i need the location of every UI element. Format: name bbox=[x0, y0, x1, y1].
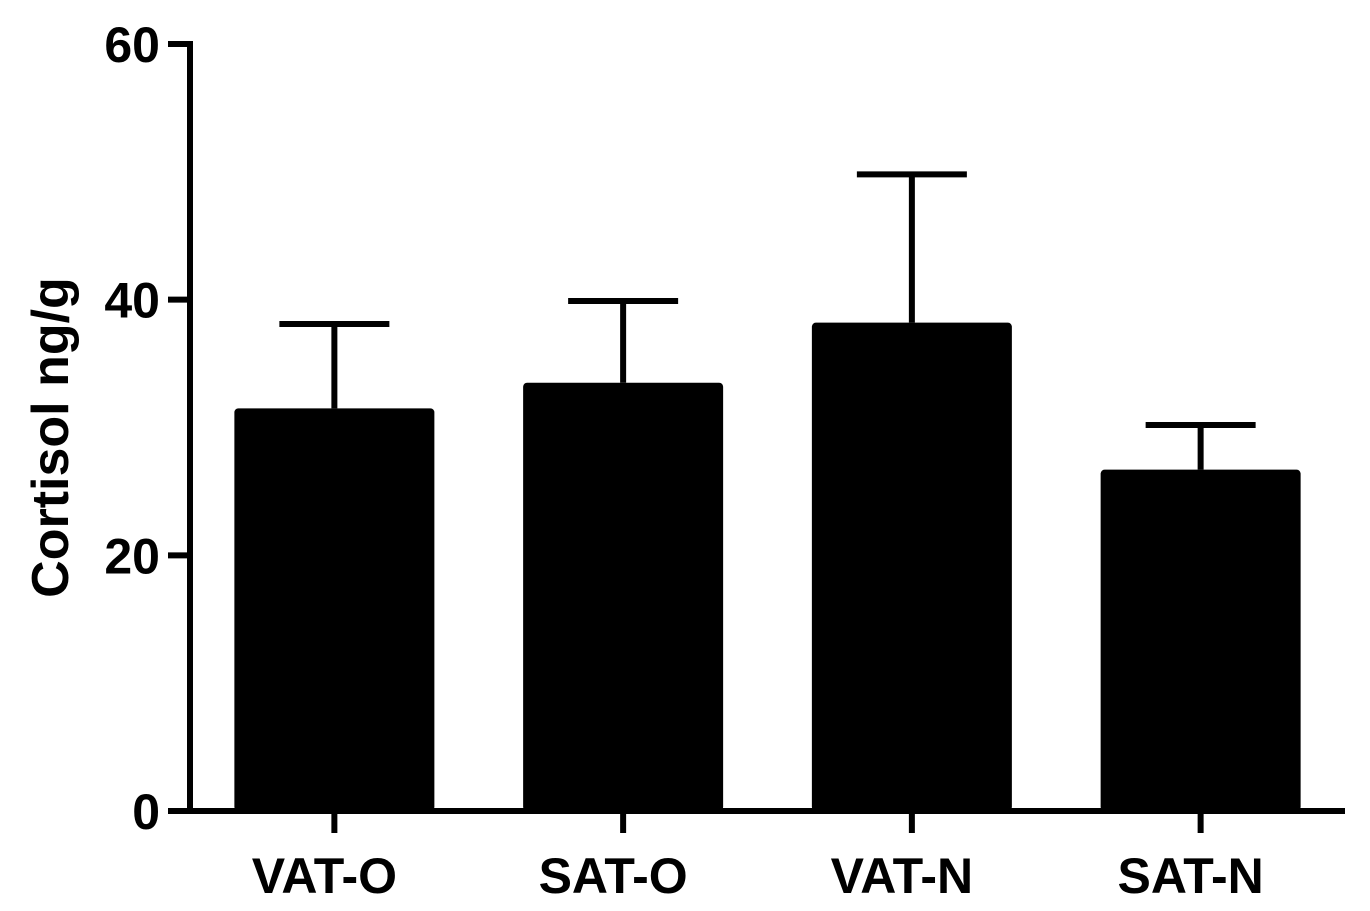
y-tick-label-0: 0 bbox=[132, 784, 160, 840]
bar-vat-o bbox=[234, 408, 435, 811]
bar-vat-n bbox=[811, 322, 1012, 811]
bar-sat-n bbox=[1100, 469, 1301, 811]
bar-sat-o bbox=[523, 382, 724, 811]
x-tick-label-vat-o: VAT-O bbox=[252, 848, 397, 904]
x-tick-label-sat-o: SAT-O bbox=[539, 848, 688, 904]
x-tick-label-vat-n: VAT-N bbox=[831, 848, 974, 904]
y-tick-label-20: 20 bbox=[104, 528, 160, 584]
y-axis-title: Cortisol ng/g bbox=[22, 277, 80, 598]
x-tick-label-sat-n: SAT-N bbox=[1117, 848, 1263, 904]
x-ticks: VAT-O SAT-O VAT-N SAT-N bbox=[252, 811, 1264, 904]
y-ticks: 0 20 40 60 bbox=[104, 17, 190, 840]
bars-layer bbox=[234, 322, 1301, 811]
y-tick-label-40: 40 bbox=[104, 273, 160, 329]
y-tick-label-60: 60 bbox=[104, 17, 160, 73]
error-bars-layer bbox=[279, 171, 1256, 470]
axes-layer bbox=[187, 41, 1345, 814]
